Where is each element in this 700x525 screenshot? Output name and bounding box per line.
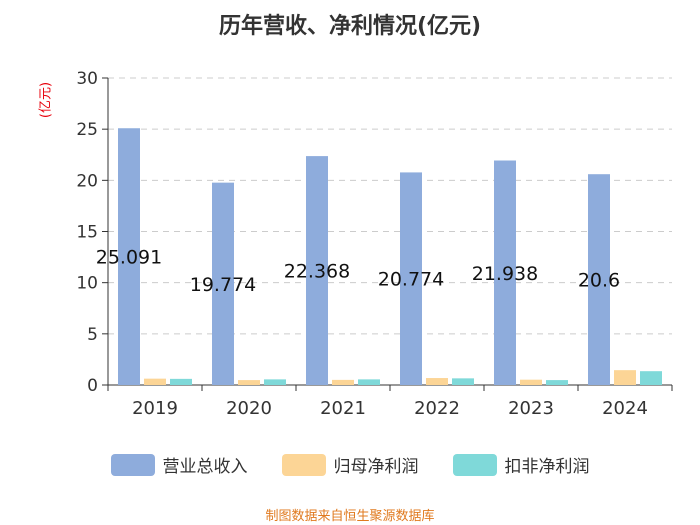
data-label: 21.938	[472, 263, 538, 285]
x-tick-label: 2023	[508, 398, 554, 419]
x-tick-label: 2022	[414, 398, 460, 419]
legend-swatch-revenue	[110, 453, 155, 476]
legend-swatch-parent-net-profit	[281, 453, 326, 476]
legend-label-revenue: 营业总收入	[162, 457, 248, 477]
x-tick-label: 2020	[226, 398, 272, 419]
bar	[306, 156, 328, 385]
legend-swatch-deducted-net-profit	[452, 453, 497, 476]
legend-item-revenue[interactable]: 营业总收入	[110, 452, 248, 477]
chart-title: 历年营收、净利情况(亿元)	[218, 14, 482, 39]
y-tick-label: 5	[87, 325, 98, 345]
y-tick-label: 15	[76, 223, 98, 243]
data-label: 19.774	[190, 274, 256, 296]
legend-label-parent-net-profit: 归母净利润	[333, 457, 419, 477]
legend-item-deducted-net-profit[interactable]: 扣非净利润	[452, 452, 590, 477]
bar	[118, 128, 140, 386]
bar	[238, 380, 260, 385]
bar	[520, 379, 542, 385]
bar	[400, 172, 422, 385]
data-label: 25.091	[96, 247, 162, 269]
bar	[332, 379, 354, 385]
bar	[494, 160, 516, 385]
bar	[614, 370, 636, 385]
bar	[546, 380, 568, 385]
bar	[588, 174, 610, 385]
bar	[170, 378, 192, 385]
y-tick-label: 30	[76, 69, 98, 89]
bar	[452, 378, 474, 385]
data-label: 20.6	[578, 270, 620, 292]
y-tick-label: 10	[76, 274, 98, 294]
x-tick-label: 2021	[320, 398, 366, 419]
legend: 营业总收入 归母净利润 扣非净利润	[0, 452, 700, 477]
x-tick-label: 2019	[132, 398, 178, 419]
bar	[426, 378, 448, 385]
source-footer: 制图数据来自恒生聚源数据库	[265, 509, 435, 524]
x-tick-label: 2024	[602, 398, 648, 419]
y-tick-label: 25	[76, 120, 98, 140]
bar	[144, 378, 166, 385]
y-tick-label: 0	[87, 376, 98, 396]
legend-label-deducted-net-profit: 扣非净利润	[504, 457, 590, 477]
bar	[264, 379, 286, 385]
data-label: 20.774	[378, 269, 444, 291]
bar	[212, 182, 234, 385]
bar	[640, 371, 662, 385]
legend-item-parent-net-profit[interactable]: 归母净利润	[281, 452, 419, 477]
data-label: 22.368	[284, 261, 350, 283]
bar	[358, 379, 380, 385]
y-tick-label: 20	[76, 171, 98, 191]
